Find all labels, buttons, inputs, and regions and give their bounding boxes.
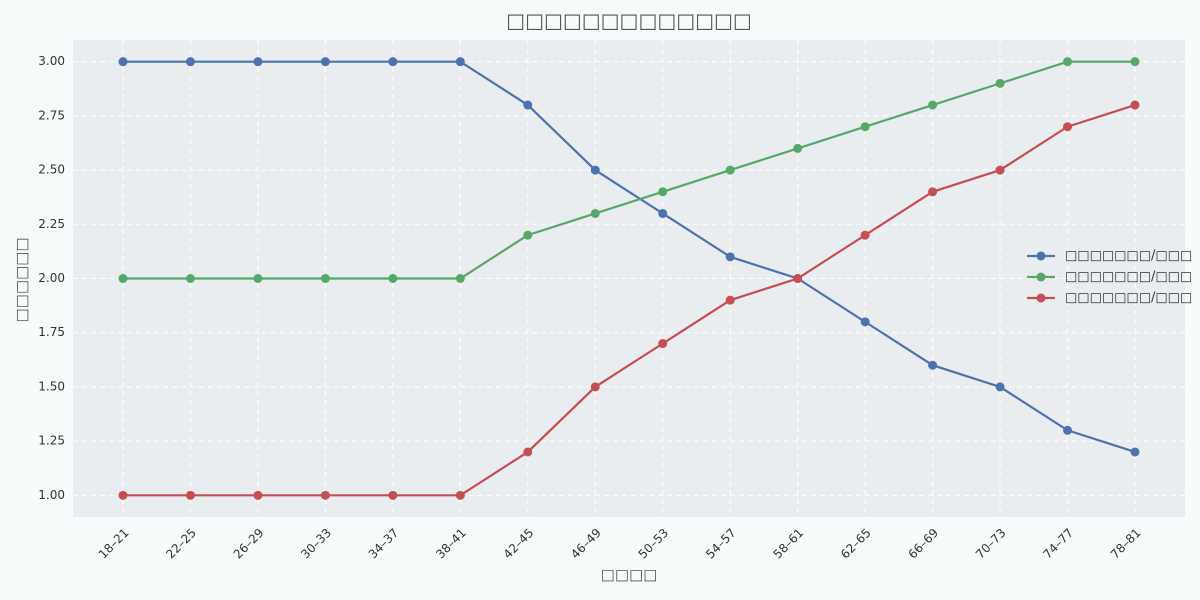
y-axis-label: □□□□□□	[13, 237, 31, 322]
data-point	[320, 274, 330, 283]
data-point	[388, 490, 398, 500]
data-point	[658, 208, 668, 218]
data-point	[185, 274, 195, 283]
y-tick-label: 3.00	[38, 54, 65, 68]
series-line	[123, 103, 1136, 497]
data-point	[253, 490, 263, 500]
x-tick-label: 54–57	[703, 526, 739, 562]
data-point	[118, 57, 128, 67]
legend-label: □□□□□□□/□□□	[1065, 291, 1192, 306]
y-tick-label: 1.25	[38, 434, 65, 448]
x-tick-label: 42–45	[501, 526, 537, 562]
data-point	[320, 57, 330, 67]
data-point	[455, 490, 465, 500]
data-point	[523, 230, 533, 240]
data-point	[455, 274, 465, 283]
x-tick-label: 74–77	[1040, 526, 1076, 562]
data-point	[1063, 57, 1073, 67]
data-point	[388, 57, 398, 67]
y-tick-label: 2.75	[38, 108, 65, 122]
y-tick-label: 1.50	[38, 379, 65, 393]
data-point	[928, 187, 938, 197]
data-point	[995, 382, 1005, 392]
x-axis-label: □□□□	[601, 566, 658, 584]
data-point	[928, 360, 938, 370]
data-point	[725, 252, 735, 262]
data-point	[725, 165, 735, 175]
data-point	[725, 295, 735, 305]
x-tick-label: 34–37	[366, 526, 402, 562]
data-point	[523, 447, 533, 457]
data-point	[1063, 425, 1073, 435]
data-point	[860, 122, 870, 132]
data-point	[793, 143, 803, 153]
data-point	[1130, 57, 1140, 67]
legend-label: □□□□□□□/□□□	[1065, 270, 1192, 285]
y-tick-label: 1.00	[38, 488, 65, 502]
x-tick-label: 66–69	[905, 526, 941, 562]
data-point	[388, 274, 398, 283]
y-tick-label: 2.00	[38, 271, 65, 285]
data-point	[590, 165, 600, 175]
x-tick-label: 22–25	[163, 526, 199, 562]
x-tick-label: 38–41	[433, 526, 469, 562]
x-tick-label: 18–21	[96, 526, 132, 562]
data-point	[928, 100, 938, 110]
series-line	[123, 60, 1135, 280]
data-point	[185, 490, 195, 500]
data-point	[185, 57, 195, 67]
data-point	[118, 274, 128, 283]
data-point	[1130, 447, 1140, 457]
x-tick-label: 26–29	[231, 526, 267, 562]
chart-title: □□□□□□□□□□□□□	[506, 9, 752, 33]
data-point	[455, 57, 465, 67]
data-point	[995, 78, 1005, 88]
x-tick-label: 62–65	[838, 526, 874, 562]
data-point	[320, 490, 330, 500]
x-tick-label: 58–61	[771, 526, 807, 562]
data-point	[860, 230, 870, 240]
data-point	[1130, 100, 1140, 110]
data-point	[1063, 122, 1073, 132]
x-tick-label: 78–81	[1108, 526, 1144, 562]
y-tick-label: 2.50	[38, 163, 65, 177]
data-point	[253, 57, 263, 67]
y-tick-label: 1.75	[38, 325, 65, 339]
data-point	[590, 208, 600, 218]
series-line	[123, 60, 1136, 454]
legend-marker	[1036, 272, 1046, 282]
x-tick-label: 50–53	[636, 526, 672, 562]
x-tick-label: 46–49	[568, 526, 604, 562]
data-point	[658, 187, 668, 197]
data-point	[860, 317, 870, 327]
data-point	[118, 490, 128, 500]
data-point	[995, 165, 1005, 175]
data-point	[590, 382, 600, 392]
legend-label: □□□□□□□/□□□	[1065, 249, 1192, 264]
data-point	[793, 274, 803, 283]
data-point	[253, 274, 263, 283]
y-tick-label: 2.25	[38, 217, 65, 231]
x-tick-label: 70–73	[973, 526, 1009, 562]
legend-marker	[1036, 293, 1046, 303]
data-point	[658, 339, 668, 349]
x-tick-label: 30–33	[298, 526, 334, 562]
data-point	[523, 100, 533, 110]
legend-marker	[1036, 251, 1046, 261]
